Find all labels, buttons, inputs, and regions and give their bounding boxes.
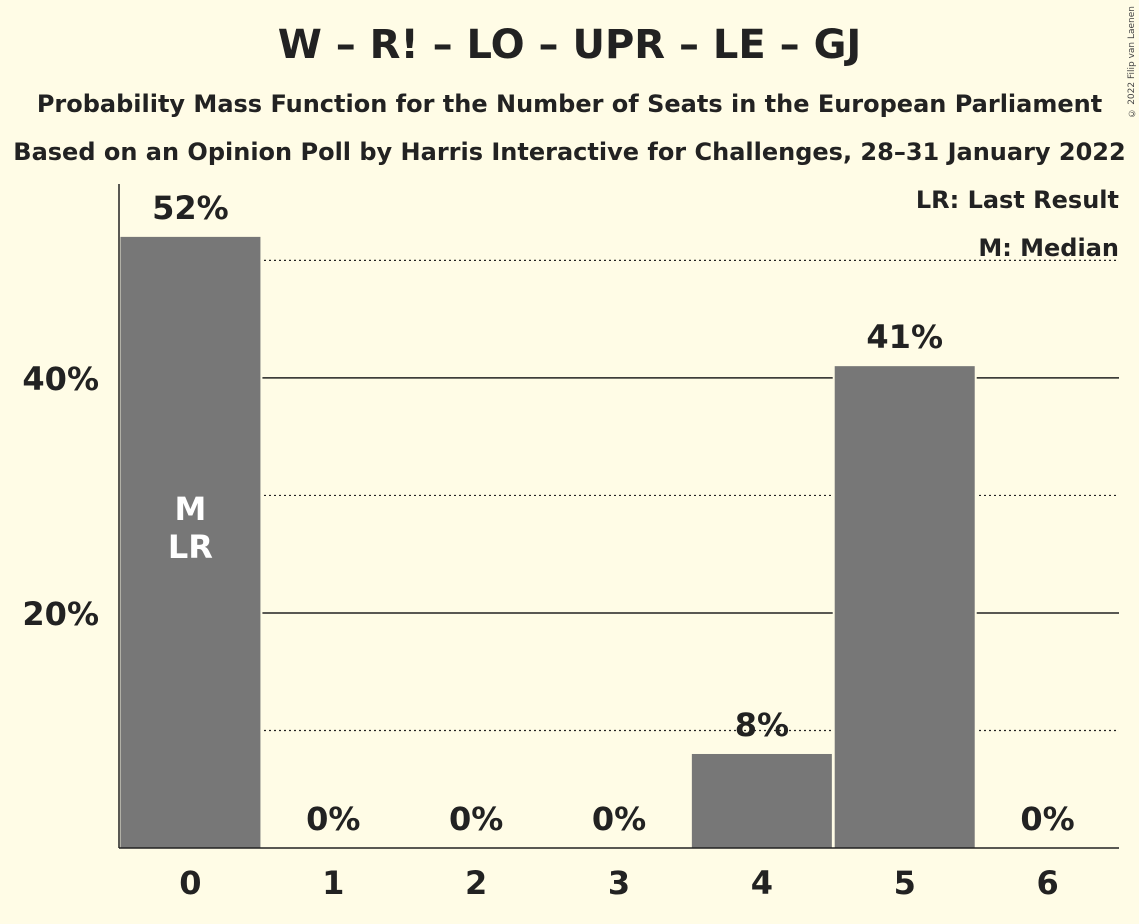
legend-last-result: LR: Last Result (915, 186, 1119, 214)
bar-0 (120, 236, 261, 848)
value-label-2: 0% (449, 800, 503, 838)
x-tick-label-6: 6 (1036, 864, 1058, 902)
chart-title: W – R! – LO – UPR – LE – GJ (277, 22, 862, 68)
last-result-marker: LR (168, 528, 213, 566)
value-label-1: 0% (306, 800, 360, 838)
x-tick-label-3: 3 (608, 864, 630, 902)
bar-5 (834, 366, 975, 848)
x-tick-label-2: 2 (465, 864, 487, 902)
x-tick-label-4: 4 (751, 864, 773, 902)
value-label-4: 8% (735, 706, 789, 744)
value-label-6: 0% (1020, 800, 1074, 838)
chart-subtitle-2: Based on an Opinion Poll by Harris Inter… (13, 138, 1126, 166)
value-label-3: 0% (592, 800, 646, 838)
y-tick-label-1: 40% (22, 360, 99, 398)
bar-4 (691, 753, 832, 848)
y-tick-label-0: 20% (22, 595, 99, 633)
chart-subtitle-1: Probability Mass Function for the Number… (36, 90, 1103, 118)
x-tick-label-0: 0 (179, 864, 201, 902)
x-tick-label-5: 5 (894, 864, 916, 902)
value-label-0: 52% (152, 189, 229, 227)
x-tick-label-1: 1 (322, 864, 344, 902)
legend-median: M: Median (978, 234, 1119, 262)
median-marker: M (175, 490, 207, 528)
value-label-5: 41% (866, 318, 943, 356)
